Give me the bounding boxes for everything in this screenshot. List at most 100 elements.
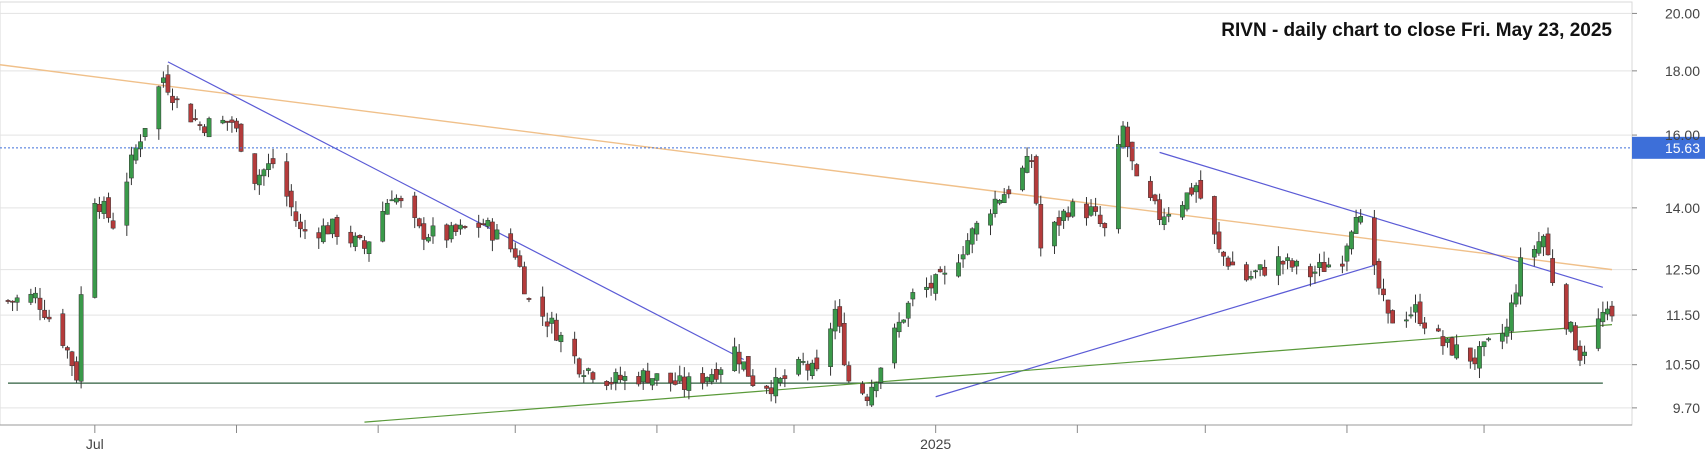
candle <box>576 357 582 378</box>
downtrend-1-trendline <box>167 61 745 361</box>
candle <box>965 233 971 256</box>
candle-body-down <box>1152 194 1158 202</box>
candle <box>709 368 715 385</box>
candle <box>1244 261 1249 282</box>
candle <box>1372 209 1377 275</box>
candle <box>1435 324 1441 333</box>
candle <box>1253 269 1258 279</box>
candle <box>1001 188 1007 204</box>
candle-body-up <box>133 147 139 161</box>
candle <box>992 190 998 218</box>
candle-body-up <box>1166 214 1172 217</box>
candle-body-up <box>1312 271 1318 274</box>
candle <box>732 337 737 372</box>
candle-body-up <box>1568 321 1574 332</box>
candle <box>668 372 673 392</box>
candle-body-down <box>1280 260 1286 265</box>
candle <box>782 369 788 388</box>
candle-body-down <box>672 380 678 385</box>
candle <box>1385 299 1391 324</box>
candle-body-up <box>1317 262 1322 268</box>
candle-body-down <box>604 381 609 386</box>
candle-body-down <box>1148 180 1153 198</box>
candle <box>10 300 15 312</box>
candle <box>512 242 518 260</box>
candle-body-down <box>508 233 514 250</box>
candle <box>133 144 139 165</box>
candle-body-down <box>302 229 308 232</box>
candle-body-down <box>462 226 468 228</box>
candle-body-down <box>864 396 870 402</box>
candle <box>1449 336 1455 356</box>
candle-body-down <box>928 282 934 289</box>
candle <box>832 300 838 340</box>
candle <box>270 148 276 169</box>
candle-body-down <box>42 309 47 318</box>
candle <box>14 294 20 311</box>
candle-body-up <box>896 321 902 333</box>
candle-body-down <box>1056 217 1062 226</box>
candle <box>1125 121 1130 158</box>
candle <box>302 219 308 240</box>
candle <box>1312 265 1318 284</box>
candle <box>1065 206 1071 221</box>
candle <box>1404 311 1409 328</box>
candle-body-up <box>974 222 980 235</box>
candle <box>1084 197 1089 226</box>
candle <box>517 250 523 268</box>
candle-body-down <box>1449 337 1455 356</box>
candle <box>636 371 641 387</box>
candle <box>1070 198 1076 218</box>
candle <box>1148 176 1153 201</box>
candle-body-down <box>412 195 418 218</box>
candle <box>1541 234 1546 257</box>
candle <box>860 381 865 396</box>
candle-body-down <box>1212 196 1217 235</box>
candle <box>896 312 902 338</box>
y-tick-label: 12.50 <box>1665 262 1700 278</box>
candle-body-up <box>901 319 907 323</box>
candle-body-down <box>526 298 532 300</box>
candle-body-up <box>933 274 939 294</box>
candle <box>681 367 687 398</box>
y-tick-label: 16.00 <box>1665 127 1700 143</box>
candle <box>225 120 230 131</box>
candle-body-up <box>905 302 911 319</box>
candle-body-down <box>188 103 194 123</box>
candle-body-up <box>101 200 107 214</box>
candle <box>1317 253 1322 277</box>
candle-body-up <box>773 377 779 397</box>
candle <box>773 367 779 404</box>
candle-body-down <box>700 373 705 384</box>
candle <box>138 134 143 158</box>
candle <box>1550 249 1555 286</box>
candle <box>494 223 500 240</box>
candle <box>174 96 180 109</box>
candle-body-up <box>1344 245 1350 262</box>
candle-body-down <box>668 372 673 384</box>
candle-body-down <box>5 300 11 302</box>
candle <box>78 286 84 389</box>
candle-body-down <box>453 224 459 232</box>
candle <box>1033 154 1039 206</box>
candle <box>1417 293 1423 327</box>
candle <box>892 323 897 369</box>
candle-body-down <box>480 223 486 225</box>
candle-body-down <box>362 240 367 249</box>
candle-body-up <box>878 367 884 383</box>
candle <box>796 356 801 377</box>
candle <box>490 218 495 252</box>
candle <box>1582 345 1587 365</box>
candle <box>394 194 399 205</box>
candle-body-up <box>718 369 724 375</box>
candle <box>777 376 783 387</box>
candle <box>69 350 75 376</box>
candle-body-up <box>613 372 619 383</box>
candle-body-down <box>65 347 70 351</box>
candle <box>362 236 367 255</box>
candle <box>649 378 655 391</box>
candle <box>713 362 719 383</box>
candle-body-up <box>581 375 587 377</box>
x-axis: Jul 2025 <box>0 424 1632 452</box>
